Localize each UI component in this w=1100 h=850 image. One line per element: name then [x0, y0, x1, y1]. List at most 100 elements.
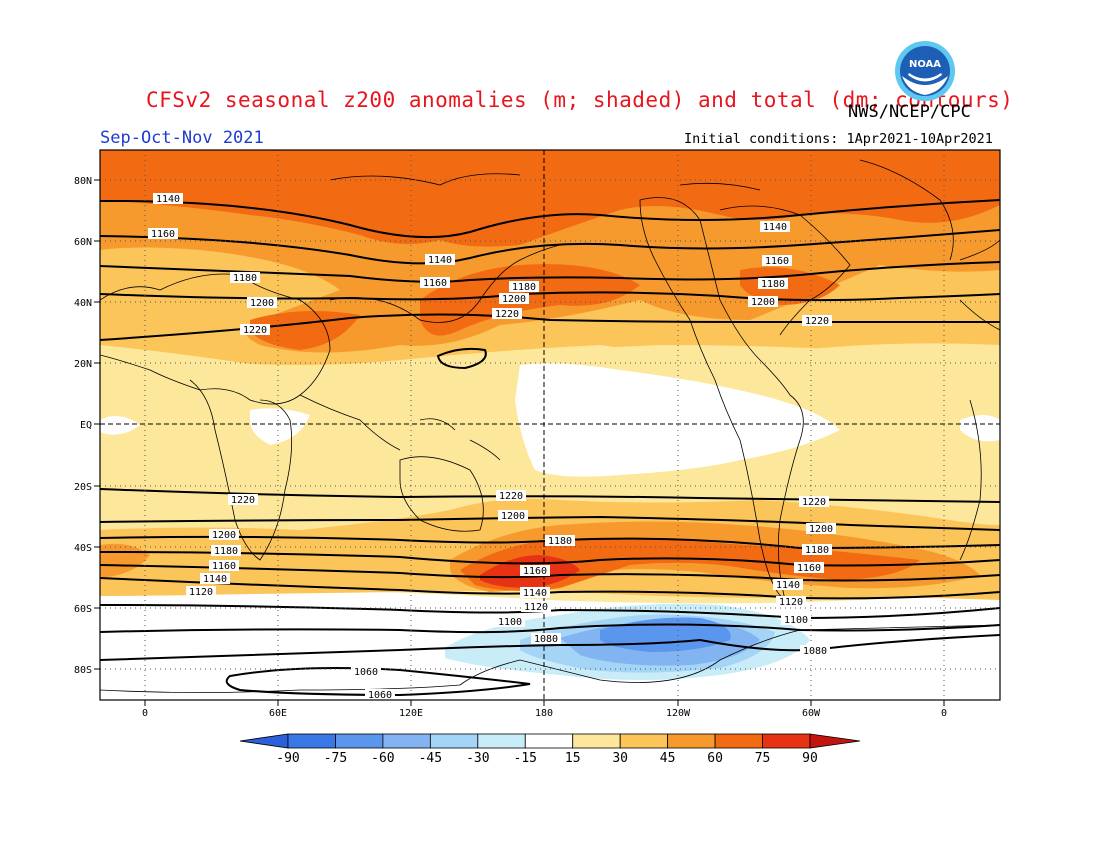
contour-label: 1200: [806, 523, 836, 535]
contour-label: 1160: [148, 228, 178, 240]
contour-label: 1100: [781, 614, 811, 626]
colorbar-box: [667, 733, 716, 749]
lat-label: 20N: [74, 359, 92, 370]
svg-text:1200: 1200: [502, 294, 526, 305]
colorbar-tick-label: 60: [707, 751, 723, 766]
svg-text:1200: 1200: [751, 297, 775, 308]
svg-text:1160: 1160: [523, 566, 547, 577]
contour-label: 1180: [802, 544, 832, 556]
lat-label: 20S: [74, 482, 92, 493]
lon-label: 60W: [802, 708, 821, 719]
lon-label: 120E: [399, 708, 423, 719]
initial-conditions-label: Initial conditions: 1Apr2021-10Apr2021: [684, 131, 993, 147]
colorbar-tick-label: 15: [565, 751, 581, 766]
svg-text:1160: 1160: [797, 563, 821, 574]
svg-text:1080: 1080: [534, 634, 558, 645]
contour-label: 1140: [773, 579, 803, 591]
svg-text:1180: 1180: [512, 282, 536, 293]
contour-label: 1180: [758, 278, 788, 290]
lon-label: 0: [941, 708, 947, 719]
svg-text:1140: 1140: [523, 588, 547, 599]
contour-label: 1160: [420, 277, 450, 289]
colorbar-box: [477, 733, 526, 749]
map-frame: [99, 149, 1001, 701]
svg-text:1180: 1180: [233, 273, 257, 284]
contour-label: 1060: [351, 666, 381, 678]
map-title: CFSv2 seasonal z200 anomalies (m; shaded…: [146, 88, 1014, 112]
svg-text:1140: 1140: [203, 574, 227, 585]
contour-label: 1060: [365, 689, 395, 701]
svg-text:1140: 1140: [763, 222, 787, 233]
contour-label: 1220: [240, 324, 270, 336]
colorbar-box: [714, 733, 763, 749]
contour-label: 1200: [209, 529, 239, 541]
colorbar-box: [524, 733, 574, 749]
lat-label: EQ: [80, 420, 92, 431]
lon-label: 120W: [666, 708, 691, 719]
svg-text:1120: 1120: [779, 597, 803, 608]
lat-label: 60S: [74, 604, 92, 615]
svg-text:1220: 1220: [802, 497, 826, 508]
gridlines: [100, 150, 1000, 700]
contour-label: 1080: [531, 633, 561, 645]
colorbar-box: [335, 733, 384, 749]
contour-label: 1220: [492, 308, 522, 320]
noaa-logo: NOAA: [895, 41, 955, 101]
season-label: Sep-Oct-Nov 2021: [100, 128, 264, 148]
svg-text:1080: 1080: [803, 646, 827, 657]
colorbar-tick-label: -90: [276, 751, 299, 766]
contour-label: 1200: [499, 293, 529, 305]
contour-lines: [100, 199, 1000, 697]
contour-label: 1120: [521, 601, 551, 613]
contour-label: 1220: [799, 496, 829, 508]
contour-label: 1160: [762, 255, 792, 267]
svg-text:1100: 1100: [784, 615, 808, 626]
svg-text:1200: 1200: [501, 511, 525, 522]
contour-label: 1220: [228, 494, 258, 506]
svg-text:1100: 1100: [498, 617, 522, 628]
colorbar-tick-label: 75: [755, 751, 771, 766]
contour-label: 1200: [247, 297, 277, 309]
contour-label: 1140: [153, 193, 183, 205]
longitude-labels: 0 60E 120E 180 120W 60W 0: [142, 708, 947, 719]
colorbar-box: [429, 733, 479, 749]
svg-text:1120: 1120: [524, 602, 548, 613]
svg-text:1180: 1180: [761, 279, 785, 290]
contour-label: 1180: [230, 272, 260, 284]
lat-label: 40S: [74, 543, 92, 554]
contour-label: 1140: [760, 221, 790, 233]
svg-text:1060: 1060: [368, 690, 392, 701]
lat-label: 60N: [74, 237, 92, 248]
contour-label: 1180: [211, 545, 241, 557]
contour-label: 1160: [520, 565, 550, 577]
contour-label: 1080: [800, 645, 830, 657]
lon-label: 0: [142, 708, 148, 719]
contour-label: 1140: [520, 587, 550, 599]
contour-label: 1220: [802, 315, 832, 327]
colorbar-tick-label: 90: [802, 751, 818, 766]
lat-label: 40N: [74, 298, 92, 309]
colorbar-box: [762, 733, 811, 749]
contour-label: 1160: [209, 560, 239, 572]
contour-label: 1180: [545, 535, 575, 547]
colorbar-tick-label: 30: [612, 751, 628, 766]
svg-text:1160: 1160: [212, 561, 236, 572]
svg-text:1200: 1200: [250, 298, 274, 309]
svg-text:1220: 1220: [499, 491, 523, 502]
colorbar: -90 -75 -60 -45 -30 -15 15 30 45 60 75 90: [239, 733, 861, 766]
svg-text:1160: 1160: [151, 229, 175, 240]
svg-text:1220: 1220: [805, 316, 829, 327]
colorbar-tick-label: 45: [660, 751, 676, 766]
svg-text:1140: 1140: [428, 255, 452, 266]
colorbar-box: [572, 733, 621, 749]
lat-label: 80N: [74, 176, 92, 187]
svg-text:1120: 1120: [189, 587, 213, 598]
colorbar-box: [382, 733, 431, 749]
svg-text:1220: 1220: [495, 309, 519, 320]
colorbar-tick-label: -60: [371, 751, 394, 766]
svg-text:1160: 1160: [423, 278, 447, 289]
contour-label: 1120: [186, 586, 216, 598]
svg-text:1140: 1140: [156, 194, 180, 205]
lon-label: 180: [535, 708, 553, 719]
colorbar-tick-label: -15: [514, 751, 537, 766]
